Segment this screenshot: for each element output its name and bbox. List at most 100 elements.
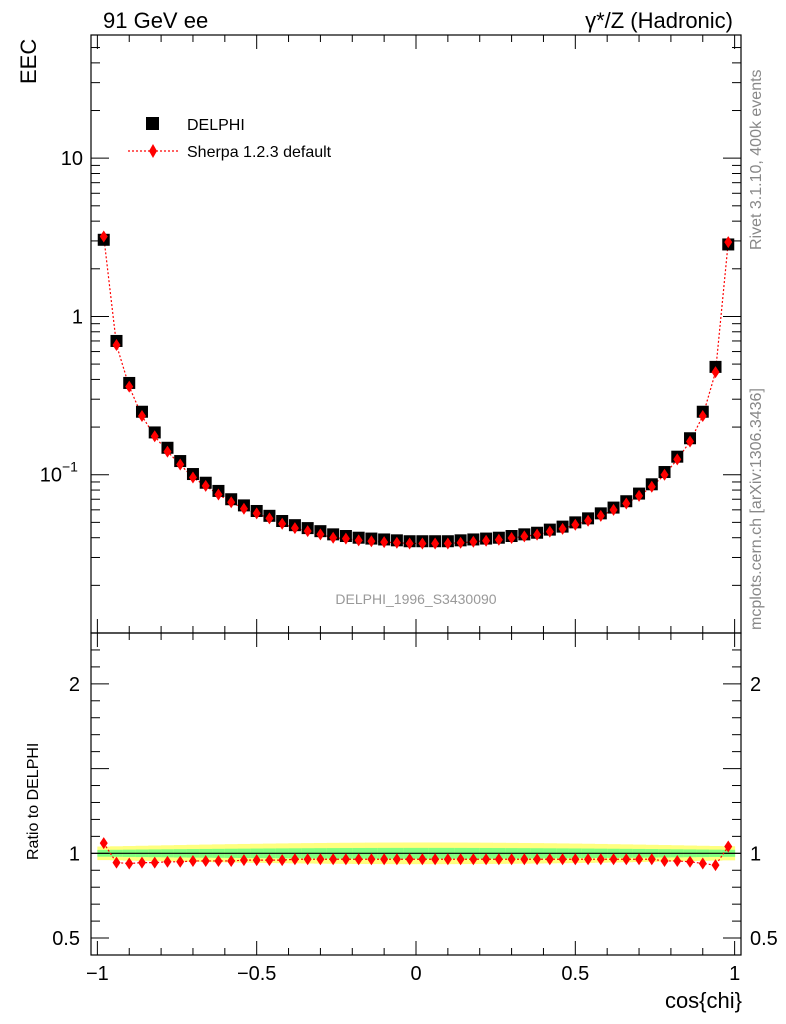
mc-point bbox=[724, 236, 733, 249]
mc-point bbox=[609, 503, 618, 516]
mc-point bbox=[125, 380, 134, 393]
ratio-point bbox=[647, 853, 656, 866]
ratio-point bbox=[354, 853, 363, 866]
ratio-point bbox=[329, 853, 338, 866]
ratio-point bbox=[239, 854, 248, 867]
header-left: 91 GeV ee bbox=[103, 8, 208, 33]
ratio-point bbox=[443, 853, 452, 866]
mc-point bbox=[622, 497, 631, 510]
ratio-point bbox=[252, 854, 261, 867]
ratio-point bbox=[660, 854, 669, 867]
mc-point bbox=[431, 537, 440, 550]
mc-point bbox=[443, 537, 452, 550]
mc-point bbox=[482, 534, 491, 547]
ratio-point bbox=[558, 853, 567, 866]
ratio-point bbox=[418, 853, 427, 866]
ratio-point bbox=[698, 857, 707, 870]
mc-point bbox=[405, 537, 414, 550]
mc-point bbox=[456, 536, 465, 549]
ratio-point bbox=[150, 856, 159, 869]
legend: DELPHI Sherpa 1.2.3 default bbox=[128, 117, 332, 161]
ratio-point bbox=[201, 854, 210, 867]
ratio-point bbox=[405, 853, 414, 866]
mc-point bbox=[176, 458, 185, 471]
mc-point bbox=[711, 366, 720, 379]
y-tick-label: 1 bbox=[72, 306, 83, 328]
mc-point bbox=[673, 453, 682, 466]
ratio-point bbox=[622, 853, 631, 866]
ratio-point bbox=[431, 853, 440, 866]
ratio-point bbox=[469, 853, 478, 866]
ratio-point bbox=[163, 855, 172, 868]
ratio-point bbox=[596, 853, 605, 866]
x-tick-label: −0.5 bbox=[237, 963, 276, 985]
mc-point bbox=[214, 488, 223, 501]
ratio-point bbox=[341, 853, 350, 866]
ratio-y-tick-label: 1 bbox=[69, 843, 80, 865]
ratio-point bbox=[188, 854, 197, 867]
mc-point bbox=[227, 496, 236, 509]
mc-point bbox=[99, 230, 108, 243]
ratio-point bbox=[112, 856, 121, 869]
mc-point bbox=[533, 528, 542, 541]
ratio-point bbox=[482, 853, 491, 866]
legend-entry-mc: Sherpa 1.2.3 default bbox=[187, 144, 332, 161]
mc-point bbox=[418, 537, 427, 550]
mc-point bbox=[469, 535, 478, 548]
mc-point bbox=[571, 518, 580, 531]
mc-point bbox=[660, 468, 669, 481]
ratio-point bbox=[392, 853, 401, 866]
mc-point bbox=[647, 480, 656, 493]
y-tick-label: 10 bbox=[61, 148, 83, 170]
mc-point bbox=[252, 507, 261, 520]
ratio-point bbox=[265, 854, 274, 867]
ratio-point bbox=[176, 855, 185, 868]
ratio-point bbox=[507, 853, 516, 866]
mc-point bbox=[163, 445, 172, 458]
legend-entry-data: DELPHI bbox=[187, 117, 245, 134]
mc-point bbox=[354, 534, 363, 547]
ratio-y-tick-label: 2 bbox=[69, 674, 80, 696]
ratio-point bbox=[724, 840, 733, 853]
ratio-point bbox=[609, 853, 618, 866]
ratio-band bbox=[91, 842, 741, 865]
x-axis-label: cos{chi} bbox=[665, 988, 742, 1013]
ratio-point bbox=[137, 856, 146, 869]
mc-point bbox=[341, 532, 350, 545]
ratio-point bbox=[367, 853, 376, 866]
analysis-watermark: DELPHI_1996_S3430090 bbox=[335, 591, 496, 607]
legend-mc-marker bbox=[149, 144, 157, 158]
mc-point bbox=[150, 430, 159, 443]
mc-point bbox=[112, 339, 121, 352]
x-tick-label: 1 bbox=[729, 963, 740, 985]
mc-point bbox=[520, 530, 529, 543]
mc-point bbox=[584, 514, 593, 527]
ratio-point bbox=[520, 853, 529, 866]
mc-point bbox=[303, 525, 312, 538]
ratio-point bbox=[278, 854, 287, 867]
rivet-label: Rivet 3.1.10, 400k events bbox=[748, 69, 765, 250]
ratio-panel: −1 −0.5 0 0.5 1 2 2 1 1 0.5 0.5 bbox=[52, 632, 778, 985]
y-tick-label: 10 bbox=[40, 465, 62, 487]
ratio-point bbox=[125, 857, 134, 870]
ratio-frame bbox=[90, 632, 742, 956]
ratio-point bbox=[214, 854, 223, 867]
ratio-y-tick-label: 0.5 bbox=[52, 928, 80, 950]
ratio-point bbox=[494, 853, 503, 866]
mc-point bbox=[201, 479, 210, 492]
mc-point bbox=[686, 435, 695, 448]
ratio-y-tick-label-right: 2 bbox=[750, 674, 761, 696]
ratio-point bbox=[227, 854, 236, 867]
mc-point bbox=[392, 536, 401, 549]
mc-point bbox=[137, 409, 146, 422]
main-marks bbox=[97, 230, 735, 550]
x-tick-label: 0.5 bbox=[561, 963, 589, 985]
mc-point bbox=[290, 522, 299, 535]
ratio-point bbox=[303, 853, 312, 866]
ratio-point bbox=[584, 853, 593, 866]
ratio-y-tick-label-right: 0.5 bbox=[750, 928, 778, 950]
mc-point bbox=[367, 535, 376, 548]
